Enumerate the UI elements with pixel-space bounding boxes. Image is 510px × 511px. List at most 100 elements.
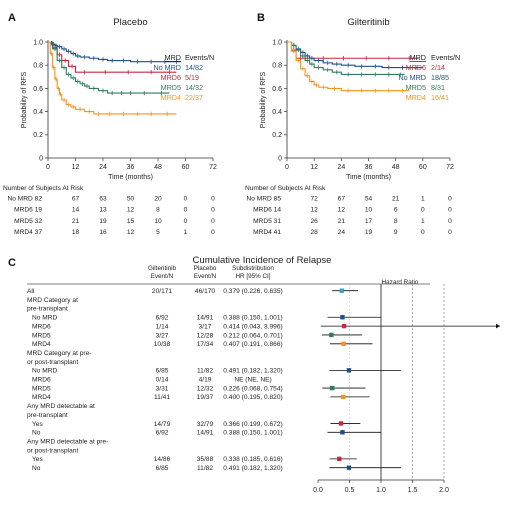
legend-header-events: Events/N xyxy=(185,53,214,62)
panel-a-km-placebo: A Placebo 0 0.2 0.4 0.6 0.8 1.0 0 12 24 36 48 60 72 Tim… xyxy=(3,12,217,236)
at-risk-value: 20 xyxy=(154,196,162,203)
at-risk-value: 14 xyxy=(72,207,80,214)
x-tick-label: 2.0 xyxy=(439,487,449,494)
legend-header-events: Events/N xyxy=(431,53,460,62)
cell-hr: 0.388 (0.150, 1.001) xyxy=(223,430,282,437)
at-risk-value: 15 xyxy=(127,218,135,225)
legend-entry-name: No MRD xyxy=(398,73,426,82)
row-label: No xyxy=(32,430,41,437)
row-label: No MRD xyxy=(32,368,58,375)
cell-placebo: 3/17 xyxy=(199,323,212,330)
at-risk-value: 0 xyxy=(448,207,452,214)
cell-placebo: 12/32 xyxy=(197,385,214,392)
cell-gilteritinib: 6/92 xyxy=(156,315,169,322)
hr-point xyxy=(346,465,352,470)
at-risk-value: 19 xyxy=(99,218,107,225)
hr-point xyxy=(341,394,346,400)
at-risk-value: 1 xyxy=(421,196,425,203)
cell-gilteritinib: 6/92 xyxy=(156,430,169,437)
hr-point xyxy=(340,430,345,435)
at-risk-value: 9 xyxy=(394,229,398,236)
at-risk-value: 6 xyxy=(394,207,398,214)
y-tick-label: 0.8 xyxy=(272,63,282,70)
hr-point xyxy=(339,288,345,293)
hr-point xyxy=(329,332,334,338)
col-header-gilteritinib: Gilteritinib xyxy=(148,265,176,272)
at-risk-value: 0 xyxy=(448,196,452,203)
at-risk-value: 16 xyxy=(99,229,107,236)
x-tick-label: 12 xyxy=(310,164,318,171)
at-risk-value: 5 xyxy=(156,229,160,236)
hr-point xyxy=(338,421,344,426)
at-risk-value: 0 xyxy=(421,207,425,214)
panel-c-forest-plot: C Cumulative Incidence of Relapse Gilterit… xyxy=(8,255,500,494)
hr-point xyxy=(330,385,335,391)
hr-point xyxy=(346,368,352,373)
legend-entry-events: 2/14 xyxy=(431,63,445,72)
panel-letter: A xyxy=(8,12,16,24)
cell-gilteritinib: 6/85 xyxy=(156,465,169,472)
row-label: MRD5 xyxy=(32,332,51,339)
at-risk-row-label: No MRD 85 xyxy=(247,196,282,203)
at-risk-value: 0 xyxy=(184,196,188,203)
y-tick-label: 0.6 xyxy=(272,86,282,93)
y-tick-label: 0 xyxy=(278,155,282,162)
cell-placebo: 12/28 xyxy=(197,332,214,339)
at-risk-row-label: MRD6 14 xyxy=(253,207,281,214)
at-risk-value: 10 xyxy=(365,207,373,214)
at-risk-value: 28 xyxy=(310,229,318,236)
col-header-hr: Subdistribution xyxy=(232,265,274,272)
cell-placebo: 17/34 xyxy=(197,341,214,348)
x-tick-label: 0.0 xyxy=(313,487,323,494)
x-tick-label: 60 xyxy=(419,164,427,171)
cell-placebo: 35/88 xyxy=(197,456,214,463)
row-label: MRD4 xyxy=(32,341,51,348)
col-header-gilteritinib-sub: Event/N xyxy=(151,273,174,280)
legend-entry-name: MRD4 xyxy=(406,93,426,102)
cell-gilteritinib: 11/41 xyxy=(154,394,170,401)
chart-title: Placebo xyxy=(113,17,147,28)
x-tick-label: 24 xyxy=(99,164,107,171)
at-risk-value: 12 xyxy=(338,207,346,214)
x-tick-label: 60 xyxy=(182,164,190,171)
at-risk-value: 10 xyxy=(154,218,162,225)
cell-hr: 0.226 (0.068, 0.754) xyxy=(223,385,282,392)
panel-letter: B xyxy=(257,12,265,24)
chart-title: Cumulative Incidence of Relapse xyxy=(193,255,332,266)
series-line xyxy=(48,41,177,115)
at-risk-value: 0 xyxy=(184,207,188,214)
at-risk-value: 50 xyxy=(127,196,135,203)
cell-hr: 0.366 (0.199, 0.672) xyxy=(223,421,282,428)
row-label: No MRD xyxy=(32,315,58,322)
cell-hr: 0.407 (0.191, 0.866) xyxy=(223,341,282,348)
series-line xyxy=(48,41,181,63)
cell-placebo: 11/82 xyxy=(197,368,213,375)
legend-entry-name: MRD6 xyxy=(161,73,181,82)
hr-point xyxy=(340,315,345,320)
cell-hr: 0.388 (0.150, 1.001) xyxy=(223,315,282,322)
y-tick-label: 0.4 xyxy=(33,109,43,116)
hr-point xyxy=(341,323,347,329)
legend-entry-events: 8/31 xyxy=(431,83,445,92)
cell-gilteritinib: 0/14 xyxy=(156,377,169,384)
series-line xyxy=(287,41,405,76)
row-label: MRD4 xyxy=(32,394,51,401)
y-tick-label: 1.0 xyxy=(272,39,282,46)
x-tick-label: 0 xyxy=(46,164,50,171)
at-risk-value: 12 xyxy=(310,207,318,214)
at-risk-row-label: MRD5 31 xyxy=(253,218,281,225)
at-risk-value: 63 xyxy=(99,196,107,203)
hr-point xyxy=(341,341,346,346)
cell-placebo: 19/37 xyxy=(197,394,214,401)
at-risk-value: 67 xyxy=(72,196,80,203)
at-risk-value: 0 xyxy=(448,218,452,225)
row-label: Yes xyxy=(32,456,43,463)
x-axis-label: Time (months) xyxy=(346,174,391,181)
x-tick-label: 72 xyxy=(446,164,454,171)
row-label: or post-transplant xyxy=(27,359,78,366)
x-tick-label: 72 xyxy=(209,164,217,171)
row-label: Yes xyxy=(32,421,43,428)
x-tick-label: 0.5 xyxy=(345,487,355,494)
col-header-hr-sub: HR [95% CI] xyxy=(236,273,271,280)
